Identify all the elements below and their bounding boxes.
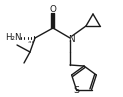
Text: S: S — [73, 86, 79, 95]
Text: H₂N: H₂N — [5, 33, 21, 42]
Text: ,,,: ,,, — [28, 37, 34, 43]
Text: N: N — [68, 36, 74, 45]
Text: O: O — [50, 4, 56, 13]
